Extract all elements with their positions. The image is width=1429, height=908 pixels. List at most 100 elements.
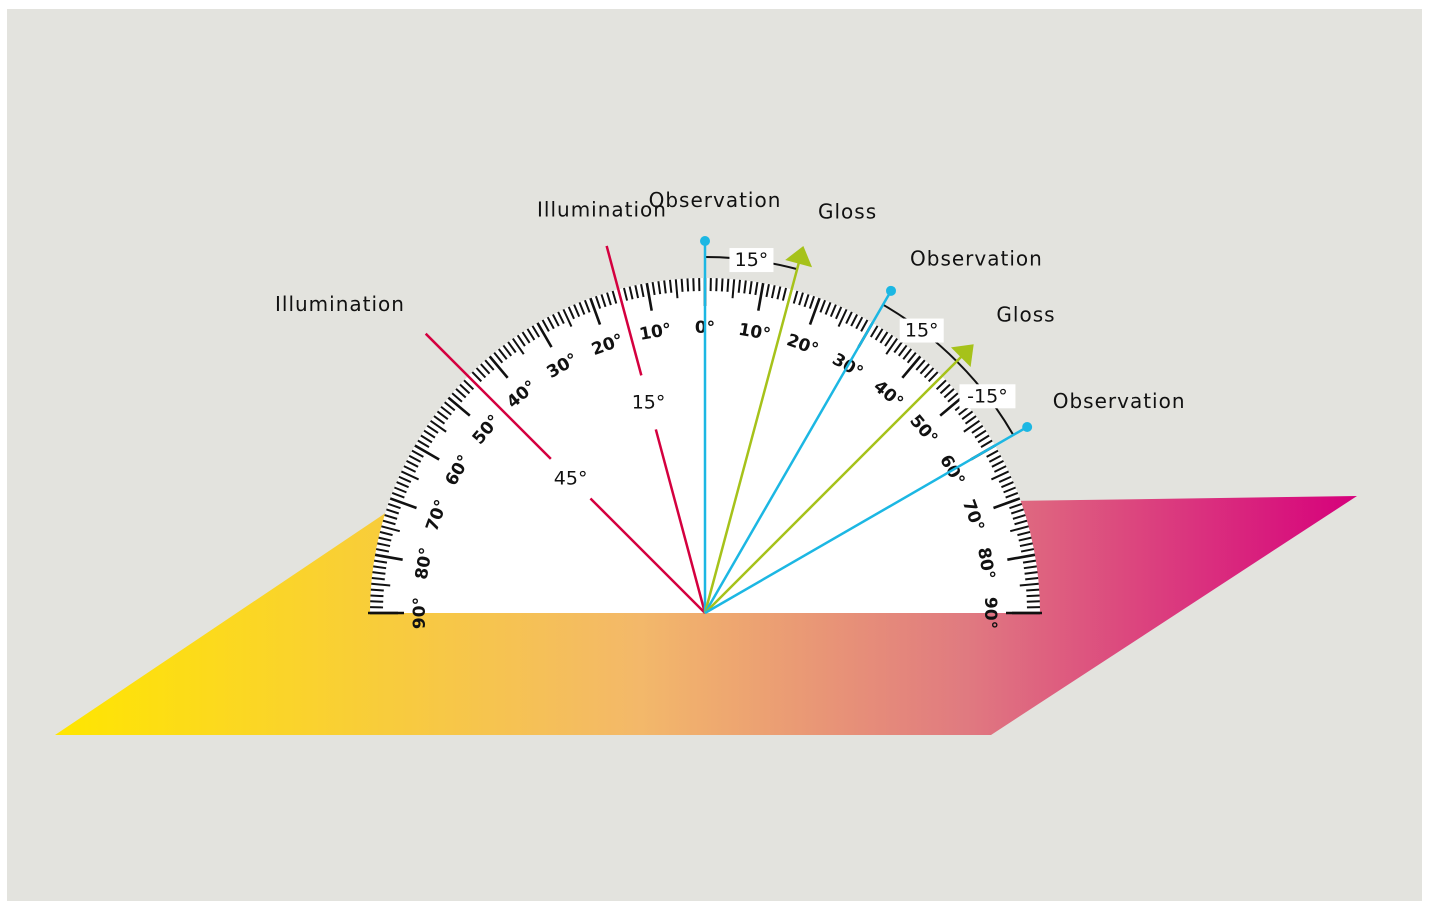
illumination-ray: 15° (605, 245, 707, 614)
illumination-ray-segment (589, 497, 706, 614)
protractor-tick (663, 280, 667, 294)
protractor-tick (977, 434, 990, 444)
protractor-tick (1018, 536, 1032, 542)
protractor-tick (370, 588, 384, 592)
protractor-tick (411, 449, 424, 458)
gloss-ray-line (704, 353, 965, 614)
protractor-tick (400, 470, 420, 481)
protractor-tick (403, 465, 417, 473)
protractor-tick (939, 396, 963, 417)
angle-arc-label: 15° (735, 249, 769, 271)
protractor-tick (720, 278, 724, 292)
protractor-tick (502, 344, 513, 357)
protractor-tick (398, 475, 412, 483)
protractor-tick (748, 281, 753, 295)
protractor-tick (686, 278, 690, 292)
protractor-tick (993, 465, 1007, 473)
protractor-tick (484, 359, 495, 371)
protractor-tick (406, 460, 419, 468)
angle-arc-label-bg (899, 318, 944, 343)
angle-arc-label: -15° (967, 385, 1008, 407)
protractor-tick (414, 444, 440, 461)
protractor-tick (371, 576, 385, 581)
protractor-tick (1012, 514, 1026, 520)
observation-ray (703, 285, 896, 614)
degree-label: 90° (410, 597, 430, 629)
protractor-tick (372, 571, 386, 575)
protractor-tick (426, 424, 439, 434)
protractor-tick (374, 553, 403, 561)
protractor-tick (651, 281, 656, 296)
protractor-tick (546, 316, 555, 330)
protractor-tick (837, 308, 848, 328)
protractor-tick (1005, 492, 1019, 499)
protractor-tick (640, 283, 645, 298)
protractor-tick (835, 306, 843, 320)
protractor-tick (754, 281, 759, 296)
gloss-ray (704, 344, 974, 614)
illumination-label: Illumination (537, 198, 667, 222)
protractor-tick (584, 299, 591, 313)
angle-arc-label: 15° (905, 320, 939, 342)
protractor-tick (578, 302, 586, 315)
protractor-tick (389, 497, 417, 510)
protractor-tick (1003, 486, 1016, 494)
protractor-tick (915, 359, 926, 371)
protractor-tick (541, 319, 550, 332)
ray-angle-label: 45° (554, 468, 588, 490)
protractor-tick (829, 304, 837, 317)
protractor-tick (459, 383, 471, 395)
protractor-tick (988, 454, 1002, 463)
protractor-tick (939, 383, 951, 395)
gloss-label: Gloss (996, 303, 1055, 327)
illumination-ray: 45° (424, 332, 706, 614)
protractor-tick (974, 429, 987, 439)
protractor-tick (855, 316, 864, 330)
protractor-tick (628, 286, 634, 300)
protractor-tick (884, 334, 894, 347)
protractor-tick (622, 287, 629, 301)
protractor-tick (447, 396, 471, 417)
angle-arc-label-bg (729, 248, 774, 273)
protractor-tick (803, 294, 810, 308)
angle-arc-label-bg (959, 384, 1016, 409)
protractor-tick (993, 497, 1021, 510)
protractor-tick (674, 279, 679, 299)
protractor-tick (824, 302, 832, 315)
protractor-tick (382, 519, 396, 526)
protractor-tick (373, 559, 388, 564)
protractor-tick (1022, 559, 1037, 564)
protractor-tick (737, 279, 742, 293)
protractor-tick (980, 439, 993, 449)
protractor-tick (408, 454, 422, 463)
protractor-tick (493, 352, 504, 364)
protractor-tick (874, 328, 884, 341)
protractor-tick (552, 314, 560, 327)
gloss-ray-line (703, 259, 801, 614)
protractor-tick (726, 278, 730, 292)
protractor-tick (386, 508, 400, 515)
protractor-tick (507, 341, 517, 354)
protractor-tick (379, 530, 393, 537)
protractor-tick (1026, 588, 1040, 592)
observation-label: Observation (649, 188, 782, 212)
protractor-tick (1019, 582, 1039, 587)
ray-end-dot (886, 285, 896, 296)
protractor-tick (961, 410, 974, 421)
protractor-tick (381, 525, 401, 533)
protractor-tick (923, 367, 935, 379)
protractor-tick (731, 279, 736, 299)
protractor-tick (420, 434, 433, 444)
protractor-tick (1019, 542, 1033, 548)
protractor-tick (919, 363, 930, 375)
protractor-tick (370, 594, 384, 598)
protractor-tick (897, 344, 908, 357)
protractor-tick (1020, 548, 1035, 553)
protractor-tick (451, 392, 463, 403)
illumination-ray-segment (654, 429, 707, 614)
observation-ray-line (704, 425, 1028, 615)
protractor-tick (573, 304, 581, 317)
protractor-tick (743, 280, 747, 294)
protractor-tick (1009, 502, 1023, 510)
